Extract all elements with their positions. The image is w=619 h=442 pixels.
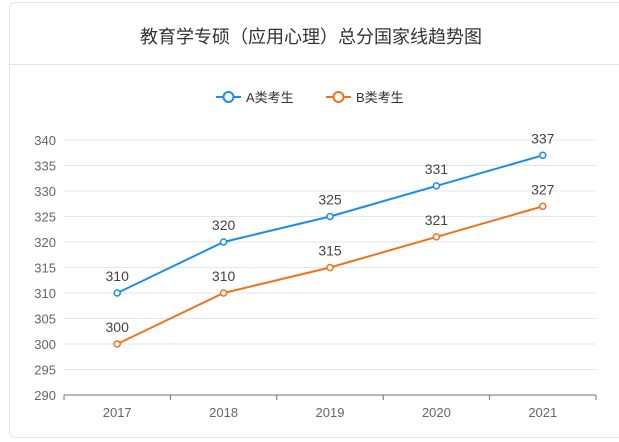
legend-item-1: A类考生 [216,90,294,105]
y-tick-label: 330 [34,184,56,199]
y-tick-label: 325 [34,210,56,225]
y-tick-label: 315 [34,261,56,276]
y-tick-label: 335 [34,159,56,174]
data-label: 300 [106,319,130,335]
data-label: 325 [318,192,342,208]
data-point [432,233,441,241]
y-tick-label: 310 [34,286,56,301]
legend-label: A类考生 [246,90,294,105]
data-point [326,263,334,272]
series-line [116,205,544,345]
data-label: 327 [531,181,555,197]
x-tick-label: 2018 [209,405,238,420]
series-2: 300 310 315 321 327 [106,181,555,348]
data-label: 310 [212,268,236,284]
legend-label: B类考生 [356,90,404,105]
data-label: 337 [531,130,555,146]
data-label: 315 [318,243,342,259]
data-label: 331 [425,161,449,177]
data-label: 321 [425,212,449,228]
y-tick-label: 290 [34,388,56,403]
x-tick-label: 2021 [528,405,557,420]
data-point [219,289,228,297]
x-tick-label: 2017 [103,405,132,420]
data-point [432,182,441,190]
data-label: 320 [212,217,236,233]
data-label: 310 [106,268,130,284]
data-point [326,212,334,221]
data-point [539,202,547,211]
y-tick-label: 340 [34,133,56,148]
chart-title: 教育学专硕（应用心理）总分国家线趋势图 [140,27,482,47]
series-1: 310 320 325 331 337 [106,130,555,297]
legend-marker-icon [222,91,235,103]
data-point [113,340,121,348]
y-tick-label: 320 [34,235,56,250]
y-tick-label: 305 [34,312,56,327]
data-point [219,238,228,246]
y-tick-label: 300 [34,337,56,352]
y-tick-label: 295 [34,363,56,378]
data-point [113,289,121,297]
legend-item-2: B类考生 [326,90,404,105]
legend-marker-icon [332,91,345,103]
x-tick-label: 2020 [422,405,451,420]
data-point [539,151,547,160]
chart-header: 教育学专硕（应用心理）总分国家线趋势图 [10,3,619,65]
x-tick-label: 2019 [316,405,345,420]
